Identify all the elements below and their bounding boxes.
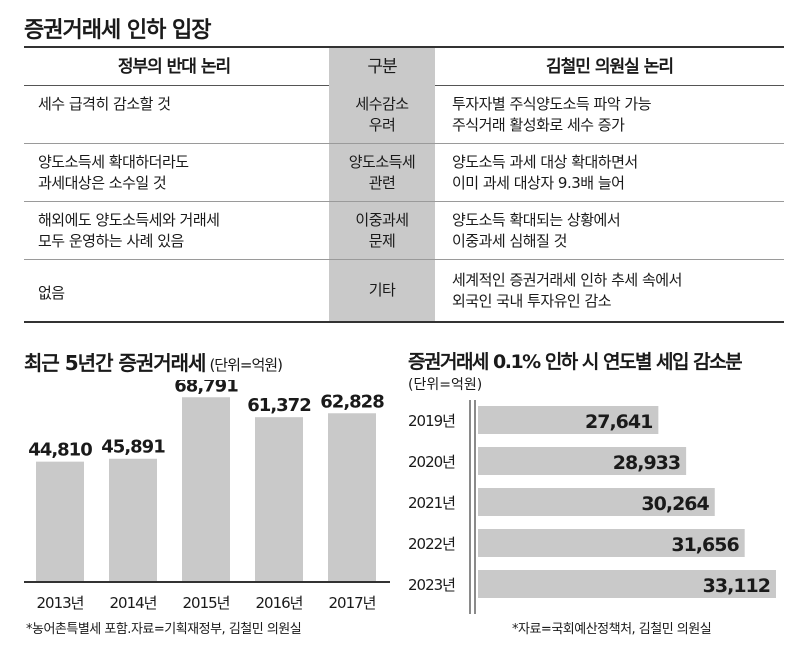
government-argument: 없음	[38, 283, 328, 304]
header-government: 정부의 반대 논리	[117, 57, 231, 77]
category-cell: 기타	[329, 260, 435, 321]
data-label: 27,641	[585, 411, 652, 433]
cell-line: 외국인 국내 투자유인 감소	[452, 292, 612, 310]
x-tick-label: 2017년	[329, 594, 376, 612]
right-chart-title: 증권거래세 0.1% 인하 시 연도별 세입 감소분	[408, 351, 743, 373]
category-cell: 이중과세 문제	[329, 202, 435, 259]
bar	[478, 447, 687, 475]
cell-line: 양도소득세 확대하더라도	[38, 153, 189, 171]
y-tick-label: 2020년	[408, 453, 455, 471]
y-tick-label: 2022년	[408, 535, 455, 553]
bar	[182, 397, 230, 582]
x-tick-label: 2013년	[37, 594, 84, 612]
data-label: 44,810	[28, 440, 92, 461]
data-label: 61,372	[247, 395, 310, 416]
bar	[478, 406, 659, 434]
cell-line: 이미 과세 대상자 9.3배 늘어	[452, 174, 625, 192]
data-label: 28,933	[613, 452, 680, 474]
left-chart-source-note: *농어촌특별세 포함.자료=기획재정부, 김철민 의원실	[26, 622, 302, 637]
cell-line: 양도소득 과세 대상 확대하면서	[452, 153, 638, 171]
header-category: 구분	[329, 48, 435, 86]
table-row: 해외에도 양도소득세와 거래세 모두 운영하는 사례 있음 이중과세 문제 양도…	[24, 202, 784, 260]
lawmaker-argument: 세계적인 증권거래세 인하 추세 속에서 외국인 국내 투자유인 감소	[452, 270, 782, 312]
y-tick-label: 2019년	[408, 412, 455, 430]
lawmaker-argument: 양도소득 확대되는 상황에서 이중과세 심해질 것	[452, 210, 782, 252]
bar	[255, 417, 303, 582]
cell-line: 주식거래 활성화로 세수 증가	[452, 116, 625, 134]
cell-line: 양도소득세	[348, 152, 416, 171]
left-chart-unit: (단위=억원)	[209, 356, 282, 374]
comparison-table: 정부의 반대 논리 구분 김철민 의원실 논리 세수 급격히 감소할 것 세수감…	[24, 48, 784, 323]
y-tick-label: 2023년	[408, 576, 455, 594]
cell-line: 과세대상은 소수일 것	[38, 174, 167, 192]
data-label: 68,791	[174, 380, 238, 396]
bar	[328, 413, 376, 582]
cell-line: 문제	[368, 231, 396, 250]
x-tick-label: 2015년	[183, 594, 230, 612]
cell-line: 해외에도 양도소득세와 거래세	[38, 211, 220, 229]
table-top-rule	[24, 46, 784, 48]
lawmaker-argument: 양도소득 과세 대상 확대하면서 이미 과세 대상자 9.3배 늘어	[452, 152, 782, 194]
data-label: 31,656	[671, 534, 739, 556]
y-tick-label: 2021년	[408, 494, 455, 512]
cell-line: 양도소득 확대되는 상황에서	[452, 211, 621, 229]
data-label: 62,828	[320, 391, 384, 412]
bar	[109, 458, 157, 582]
category-cell: 양도소득세 관련	[329, 144, 435, 201]
bar	[478, 488, 715, 516]
cell-line: 세계적인 증권거래세 인하 추세 속에서	[452, 271, 682, 289]
cell-line: 이중과세 심해질 것	[452, 232, 567, 250]
x-tick-label: 2014년	[110, 594, 157, 612]
revenue-loss-bar-chart: 2019년 27,641 2020년 28,933 2021년 30,264 2022년 31…	[408, 400, 776, 614]
government-argument: 해외에도 양도소득세와 거래세 모두 운영하는 사례 있음	[38, 210, 328, 252]
lawmaker-argument: 투자자별 주식양도소득 파악 가능 주식거래 활성화로 세수 증가	[452, 94, 782, 136]
left-chart-title-text: 최근 5년간 증권거래세	[24, 351, 206, 375]
bar	[478, 570, 776, 598]
table-row: 양도소득세 확대하더라도 과세대상은 소수일 것 양도소득세 관련 양도소득 과…	[24, 144, 784, 202]
table-header: 정부의 반대 논리 구분 김철민 의원실 논리	[24, 48, 784, 86]
cell-line: 세수감소	[355, 94, 409, 113]
cell-line: 기타	[368, 281, 396, 299]
data-label: 33,112	[703, 575, 770, 597]
cell-line: 모두 운영하는 사례 있음	[38, 232, 184, 250]
header-lawmaker: 김철민 의원실 논리	[546, 57, 674, 77]
bar	[36, 461, 84, 582]
cell-line: 세수 급격히 감소할 것	[38, 95, 171, 113]
government-argument: 양도소득세 확대하더라도 과세대상은 소수일 것	[38, 152, 328, 194]
data-label: 45,891	[101, 437, 165, 458]
right-chart-source-note: *자료=국회예산정책처, 김철민 의원실	[512, 622, 712, 637]
table-row: 없음 기타 세계적인 증권거래세 인하 추세 속에서 외국인 국내 투자유인 감…	[24, 260, 784, 323]
cell-line: 우려	[368, 115, 396, 134]
x-tick-label: 2016년	[256, 594, 303, 612]
table-row: 세수 급격히 감소할 것 세수감소 우려 투자자별 주식양도소득 파악 가능 주…	[24, 86, 784, 144]
data-label: 30,264	[641, 493, 709, 515]
cell-line: 투자자별 주식양도소득 파악 가능	[452, 95, 652, 113]
cell-line: 없음	[38, 284, 65, 302]
bar	[478, 529, 745, 557]
cell-line: 관련	[368, 173, 396, 192]
annual-tax-bar-chart: 44,810 2013년 45,891 2014년 68,791 2015년 61,372 2…	[24, 380, 390, 612]
right-chart-unit: (단위=억원)	[408, 377, 483, 393]
cell-line: 이중과세	[355, 210, 409, 229]
government-argument: 세수 급격히 감소할 것	[38, 94, 328, 115]
table-title: 증권거래세 인하 입장	[24, 18, 211, 43]
category-cell: 세수감소 우려	[329, 86, 435, 143]
left-chart-title: 최근 5년간 증권거래세 (단위=억원)	[24, 347, 283, 376]
